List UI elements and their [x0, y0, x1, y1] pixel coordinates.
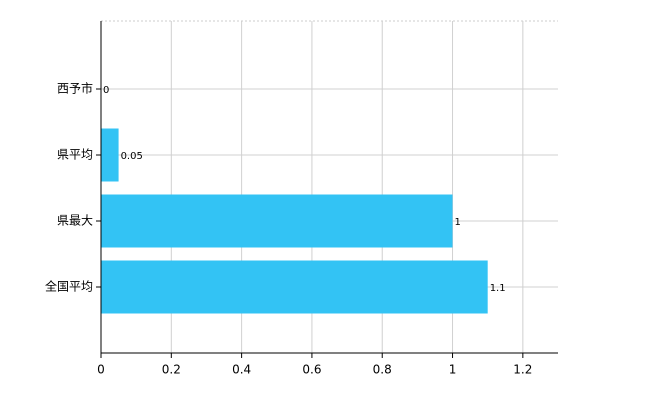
value-label: 0.05 — [121, 151, 143, 162]
y-tick-label: 県最大 — [57, 214, 93, 228]
x-tick-label: 0.2 — [162, 363, 181, 377]
x-tick-label: 0.6 — [302, 363, 321, 377]
value-label: 1.1 — [490, 283, 506, 294]
value-label: 1 — [455, 217, 461, 228]
x-tick-label: 1.2 — [513, 363, 532, 377]
x-tick-label: 0.8 — [373, 363, 392, 377]
x-tick-label: 0 — [97, 363, 105, 377]
value-label: 0 — [103, 85, 109, 96]
x-tick-label: 1 — [449, 363, 457, 377]
y-tick-label: 西予市 — [57, 81, 93, 96]
x-tick-label: 0.4 — [232, 363, 251, 377]
y-tick-label: 全国平均 — [45, 279, 93, 294]
bar — [101, 128, 119, 182]
bar — [101, 194, 453, 248]
y-tick-label: 県平均 — [57, 148, 93, 162]
bar — [101, 260, 488, 314]
